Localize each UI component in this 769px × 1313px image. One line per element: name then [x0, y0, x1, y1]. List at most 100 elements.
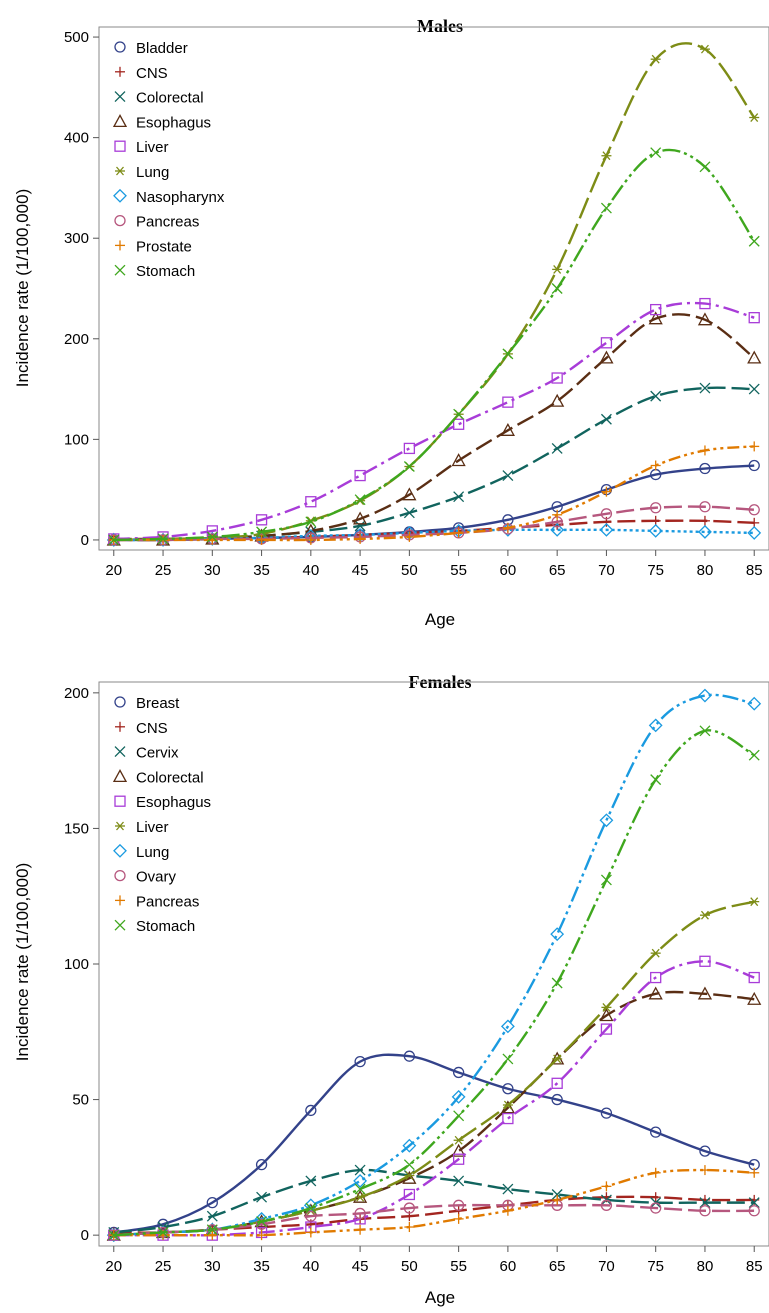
males-legend-prostate-marker: [115, 240, 125, 251]
females-liver-point: [650, 948, 661, 958]
males-stomach-point: [256, 526, 268, 538]
females-ovary-point: [354, 1207, 366, 1220]
males-y-tick-label: 300: [64, 230, 89, 247]
males-pancreas-point: [600, 508, 613, 520]
females-pancreas-line: [113, 1168, 755, 1237]
females-legend-liver-marker: [115, 821, 125, 831]
females-stomach-point: [699, 725, 711, 737]
males-legend-item-lung: Lung: [115, 164, 169, 181]
males-esophagus-point: [451, 453, 466, 467]
males-legend-item-esophagus: Esophagus: [112, 114, 211, 131]
males-series-stomach: [108, 147, 760, 546]
females-x-tick-label: 50: [401, 1258, 418, 1275]
females-legend-lung-label: Lung: [136, 844, 169, 861]
males-legend-liver-marker: [114, 140, 126, 152]
females-liver-line: [113, 900, 755, 1237]
males-legend-item-prostate: Prostate: [115, 238, 192, 255]
females-lung-point: [648, 718, 663, 733]
females-pancreas-point: [453, 1213, 464, 1224]
females-liver-point: [601, 1002, 612, 1012]
females-liver-point: [404, 1171, 415, 1180]
males-y-tick-label: 400: [64, 130, 89, 147]
females-x-tick-label: 35: [253, 1258, 270, 1275]
males-x-tick-label: 55: [450, 562, 467, 579]
males-liver-point: [502, 396, 514, 408]
males-legend-colorectal-label: Colorectal: [136, 90, 204, 107]
females-stomach-point: [157, 1226, 169, 1238]
males-lung-point: [552, 264, 563, 274]
females-stomach-point: [650, 774, 662, 786]
females-liver-point: [502, 1100, 513, 1110]
females-esophagus-point: [650, 971, 662, 984]
males-x-tick-label: 35: [253, 562, 270, 579]
females-cervix-point: [206, 1210, 218, 1222]
males-legend-nasopharynx-label: Nasopharynx: [136, 189, 225, 206]
females-legend-colorectal-label: Colorectal: [136, 769, 204, 786]
females-pancreas-point: [404, 1222, 415, 1233]
males-legend-nasopharynx-marker: [113, 188, 127, 203]
females-x-tick-label: 25: [155, 1258, 172, 1275]
females-lung-point: [451, 1089, 466, 1104]
females-y-tick-label: 50: [72, 1092, 89, 1109]
females-cervix-point: [699, 1197, 711, 1209]
males-stomach-point: [502, 348, 514, 360]
females-ovary-point: [600, 1199, 613, 1211]
females-cervix-point: [354, 1164, 366, 1176]
females-pancreas-point: [355, 1224, 366, 1235]
males-nasopharynx-point: [599, 522, 614, 537]
males-stomach-point: [453, 408, 465, 420]
females-esophagus-line: [113, 960, 755, 1237]
females-esophagus-point: [502, 1112, 514, 1125]
females-cervix-point: [453, 1175, 465, 1187]
males-x-tick-label: 60: [500, 562, 517, 579]
females-legend-item-breast: Breast: [114, 695, 180, 712]
males-pancreas-line: [113, 505, 755, 542]
females-pancreas-point: [256, 1230, 267, 1241]
males-x-tick-label: 85: [746, 562, 763, 579]
females-legend-item-cervix: Cervix: [114, 745, 179, 762]
females-breast-point: [206, 1196, 218, 1209]
males-y-tick-label: 500: [64, 29, 89, 46]
females-x-tick-label: 80: [697, 1258, 714, 1275]
females-breast-point: [403, 1050, 416, 1062]
females-stomach-point: [453, 1110, 465, 1122]
females-cervix-point: [551, 1189, 563, 1200]
males-stomach-point: [157, 533, 169, 545]
males-legend-lung-label: Lung: [136, 164, 169, 181]
males-esophagus-point: [353, 511, 368, 525]
females-ovary-point: [255, 1218, 268, 1230]
females-breast-point: [354, 1055, 366, 1068]
males-stomach-point: [354, 494, 366, 506]
females-stomach-point: [748, 749, 760, 761]
males-legend-liver-label: Liver: [136, 139, 169, 156]
males-x-tick-label: 70: [598, 562, 615, 579]
males-stomach-point: [600, 202, 612, 214]
males-plot-frame: [98, 26, 769, 551]
males-esophagus-point: [402, 487, 417, 501]
females-liver-point: [552, 1054, 563, 1064]
females-ovary-point: [403, 1202, 416, 1214]
males-prostate-point: [256, 534, 267, 545]
males-esophagus-point: [697, 312, 713, 326]
males-lung-point: [699, 44, 710, 54]
females-legend-cervix-marker: [114, 746, 126, 758]
males-esophagus-point: [599, 350, 614, 364]
females-legend-stomach-label: Stomach: [136, 918, 195, 935]
females-esophagus-point: [452, 1153, 465, 1165]
males-nasopharynx-point: [747, 525, 762, 540]
males-liver-point: [551, 372, 563, 384]
males-colorectal-point: [403, 507, 415, 519]
females-stomach-point: [256, 1216, 268, 1228]
males-esophagus-point: [747, 350, 762, 364]
males-stomach-point: [650, 147, 662, 159]
males-series-esophagus: [106, 311, 762, 546]
females-legend-cns-marker: [115, 721, 125, 732]
males-series-colorectal: [108, 382, 760, 546]
males-legend-bladder-marker: [114, 41, 126, 53]
females-legend-item-liver: Liver: [115, 819, 169, 836]
females-x-tick-label: 30: [204, 1258, 221, 1275]
males-legend-item-liver: Liver: [114, 139, 169, 156]
females-cervix-point: [305, 1175, 317, 1187]
males-stomach-point: [403, 461, 415, 472]
